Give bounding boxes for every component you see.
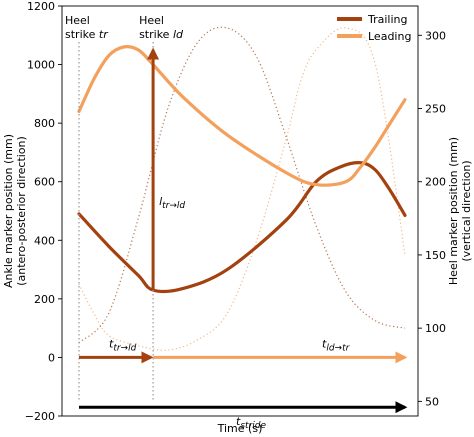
- t-tr-ld-label: ttr→ld: [109, 337, 137, 353]
- y-left-tick-label: 400: [34, 234, 55, 247]
- y-right-tick-label: 300: [425, 29, 446, 42]
- heel-strike-tr-line2: strike tr: [65, 28, 109, 41]
- y-axis-left-title-line2: (antero-posterior direction): [15, 136, 28, 286]
- y-left-tick-label: 800: [34, 117, 55, 130]
- x-axis-title: Time (s): [217, 422, 263, 435]
- series-line-leading: [77, 45, 407, 187]
- y-axis-right-title-line1: Heel marker position (mm): [447, 137, 460, 285]
- y-right-tick-label: 100: [425, 322, 446, 335]
- legend-label-leading: Leading: [368, 30, 411, 43]
- y-right-tick-label: 250: [425, 103, 446, 116]
- t-ld-tr-label: tld→tr: [322, 337, 351, 353]
- y-right-tick-label: 150: [425, 249, 446, 262]
- legend: Trailing Leading: [337, 13, 411, 43]
- series-line-trailing: [77, 161, 407, 294]
- y-left-tick-label: 200: [34, 293, 55, 306]
- heel-strike-tr-line1: Heel: [65, 14, 90, 27]
- y-axis-right-title-line2: (vertical direction): [460, 160, 473, 261]
- y-right-tick-label: 50: [425, 395, 439, 408]
- y-left-tick-label: 600: [34, 176, 55, 189]
- y-left-tick-label: 1200: [27, 0, 55, 13]
- series-line-leading-heel: [78, 27, 406, 351]
- l-tr-ld-label: ltr→ld: [159, 195, 185, 211]
- t-stride-label: tstride: [236, 415, 266, 431]
- series-line-trailing-heel: [78, 26, 406, 344]
- y-left-tick-label: −200: [25, 410, 55, 423]
- y-left-tick-label: 0: [48, 351, 55, 364]
- plot-frame: [61, 5, 419, 417]
- axis-ticks: −200 0 200 400 600 800 1000 1200 50 100 150 200 250 3…: [25, 0, 446, 423]
- y-axis-left-title-line1: Ankle marker position (mm): [2, 134, 15, 288]
- heel-strike-ld-line2: strike ld: [139, 28, 184, 41]
- heel-series-group: [78, 26, 406, 351]
- y-left-tick-label: 1000: [27, 59, 55, 72]
- ankle-series-group: [77, 45, 407, 294]
- heel-strike-ld-line1: Heel: [139, 14, 164, 27]
- legend-label-trailing: Trailing: [367, 13, 408, 26]
- y-right-tick-label: 200: [425, 176, 446, 189]
